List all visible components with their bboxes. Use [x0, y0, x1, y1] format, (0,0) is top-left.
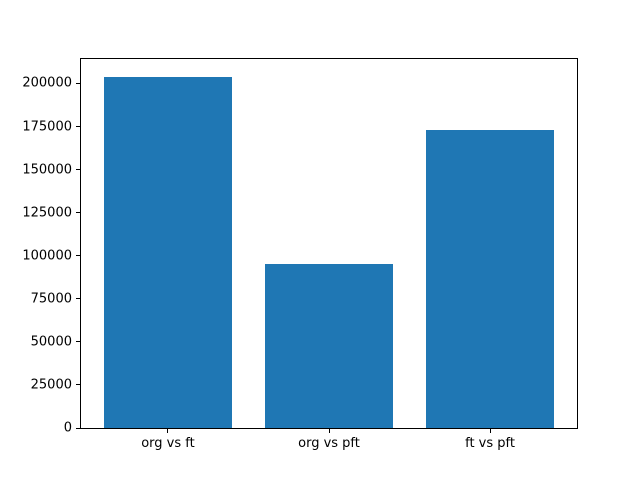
y-tick-mark [76, 255, 81, 257]
y-axis-tick-label: 0 [63, 420, 72, 436]
y-tick-mark [76, 298, 81, 300]
plot-area: 0 25000 50000 75000 100000 125000 150000 175000… [22, 58, 578, 450]
y-tick-mark [76, 341, 81, 343]
y-axis-tick-label: 100000 [22, 248, 72, 264]
x-axis-tick-label: ft vs pft [465, 436, 515, 451]
y-axis-tick-label: 50000 [30, 334, 72, 350]
y-axis-tick-label: 200000 [22, 75, 72, 91]
y-axis-tick-label: 175000 [22, 119, 72, 135]
y-tick-mark [76, 82, 81, 84]
bar-ft-vs-pft [425, 129, 555, 428]
x-tick-mark [489, 428, 491, 433]
y-tick-mark [76, 427, 81, 429]
y-tick-mark [76, 126, 81, 128]
x-axis-tick-label: org vs pft [298, 436, 360, 451]
y-tick-mark [76, 212, 81, 214]
bar-org-vs-ft [103, 76, 233, 428]
y-tick-mark [76, 384, 81, 386]
y-axis-tick-label: 25000 [30, 377, 72, 393]
y-axis-tick-label: 150000 [22, 162, 72, 178]
bar-org-vs-pft [264, 264, 394, 428]
x-tick-mark [328, 428, 330, 433]
y-axis-tick-label: 75000 [30, 291, 72, 307]
y-tick-mark [76, 169, 81, 171]
x-axis-tick-label: org vs ft [141, 436, 195, 451]
y-axis-tick-label: 125000 [22, 205, 72, 221]
x-tick-mark [167, 428, 169, 433]
